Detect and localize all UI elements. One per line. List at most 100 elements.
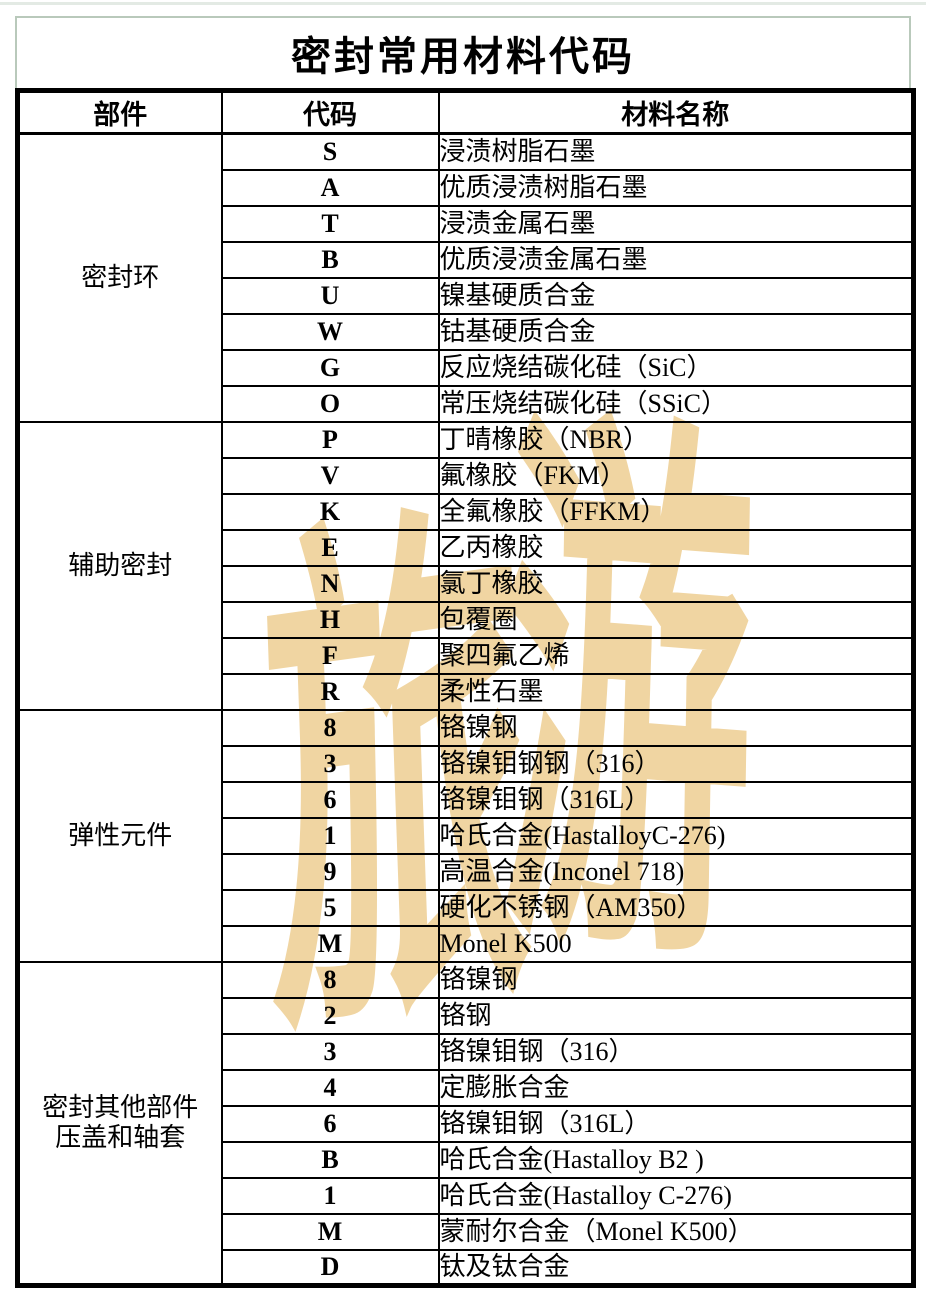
code-cell: S — [220, 132, 440, 171]
code-cell: 1 — [220, 1176, 440, 1215]
code-cell: B — [220, 1140, 440, 1179]
material-cell: 铬镍钼钢钢（316） — [437, 744, 915, 783]
code-cell: R — [220, 672, 440, 711]
table-row: M 蒙耐尔合金（Monel K500） — [18, 1212, 915, 1251]
material-code-table: 部件 代码 材料名称 密封环 S 浸渍树脂石墨 A 优质浸渍树脂石墨 T 浸渍金属石墨 B 优质… — [15, 88, 916, 1288]
material-cell: 硬化不锈钢（AM350） — [437, 888, 915, 927]
table-row: O 常压烧结碳化硅（SSiC） — [18, 384, 915, 423]
code-cell: B — [220, 240, 440, 279]
table-row: 辅助密封 P 丁晴橡胶（NBR） — [16, 420, 915, 711]
material-cell: 钴基硬质合金 — [437, 312, 915, 351]
material-cell: 氟橡胶（FKM） — [437, 456, 915, 495]
material-cell: 定膨胀合金 — [437, 1068, 915, 1107]
table-row: M Monel K500 — [18, 924, 915, 963]
material-cell: 铬镍钼钢（316L） — [437, 780, 915, 819]
material-cell: 钛及钛合金 — [437, 1248, 915, 1287]
table-row: 2 铬钢 — [18, 996, 915, 1035]
table-row: 4 定膨胀合金 — [18, 1068, 915, 1107]
table-row: R 柔性石墨 — [18, 672, 915, 711]
material-cell: 哈氏合金(Hastalloy B2 ) — [437, 1140, 915, 1179]
header-material: 材料名称 — [437, 89, 915, 135]
material-cell: Monel K500 — [437, 924, 915, 963]
material-cell: 铬钢 — [437, 996, 915, 1035]
material-cell: 聚四氟乙烯 — [437, 636, 915, 675]
table-row: W 钴基硬质合金 — [18, 312, 915, 351]
material-cell: 乙丙橡胶 — [437, 528, 915, 567]
material-cell: 铬镍钢 — [437, 708, 915, 747]
code-cell: A — [220, 168, 440, 207]
code-cell: D — [220, 1248, 440, 1287]
component-cell: 弹性元件 — [16, 708, 223, 963]
code-cell: N — [220, 564, 440, 603]
material-cell: 铬镍钢 — [437, 960, 915, 999]
code-cell: 1 — [220, 816, 440, 855]
code-cell: H — [220, 600, 440, 639]
code-cell: U — [220, 276, 440, 315]
table-row: 弹性元件 8 铬镍钢 — [16, 708, 915, 963]
code-cell: P — [220, 420, 440, 459]
material-cell: 反应烧结碳化硅（SiC） — [437, 348, 915, 387]
table-body: 密封环 S 浸渍树脂石墨 A 优质浸渍树脂石墨 T 浸渍金属石墨 B 优质浸渍金属石墨 U 镍基硬质… — [16, 132, 915, 1287]
table-row: B 哈氏合金(Hastalloy B2 ) — [18, 1140, 915, 1179]
table-row: T 浸渍金属石墨 — [18, 204, 915, 243]
material-cell: 优质浸渍树脂石墨 — [437, 168, 915, 207]
table-row: U 镍基硬质合金 — [18, 276, 915, 315]
material-cell: 优质浸渍金属石墨 — [437, 240, 915, 279]
header-code: 代码 — [220, 89, 440, 135]
material-cell: 镍基硬质合金 — [437, 276, 915, 315]
material-cell: 丁晴橡胶（NBR） — [437, 420, 915, 459]
table-row: 密封其他部件 压盖和轴套 8 铬镍钢 — [16, 960, 915, 1287]
table-row: 3 铬镍钼钢钢（316） — [18, 744, 915, 783]
code-cell: 9 — [220, 852, 440, 891]
code-cell: 3 — [220, 744, 440, 783]
material-cell: 铬镍钼钢（316L） — [437, 1104, 915, 1143]
material-cell: 高温合金(Inconel 718) — [437, 852, 915, 891]
table-row: 5 硬化不锈钢（AM350） — [18, 888, 915, 927]
code-cell: G — [220, 348, 440, 387]
code-cell: K — [220, 492, 440, 531]
code-cell: E — [220, 528, 440, 567]
code-cell: 6 — [220, 780, 440, 819]
material-cell: 浸渍金属石墨 — [437, 204, 915, 243]
code-cell: M — [220, 1212, 440, 1251]
code-cell: M — [220, 924, 440, 963]
page-top-strip — [0, 2, 926, 5]
material-cell: 常压烧结碳化硅（SSiC） — [437, 384, 915, 423]
page-title: 密封常用材料代码 — [291, 34, 635, 79]
material-cell: 全氟橡胶（FFKM） — [437, 492, 915, 531]
code-cell: 6 — [220, 1104, 440, 1143]
title-box: 密封常用材料代码 — [15, 16, 911, 88]
table-row: 6 铬镍钼钢（316L） — [18, 1104, 915, 1143]
code-cell: 2 — [220, 996, 440, 1035]
code-cell: 3 — [220, 1032, 440, 1071]
code-cell: 4 — [220, 1068, 440, 1107]
material-cell: 包覆圈 — [437, 600, 915, 639]
table-row: E 乙丙橡胶 — [18, 528, 915, 567]
header-row: 部件 代码 材料名称 — [16, 89, 915, 135]
table-row: A 优质浸渍树脂石墨 — [18, 168, 915, 207]
table-row: G 反应烧结碳化硅（SiC） — [18, 348, 915, 387]
table-row: N 氯丁橡胶 — [18, 564, 915, 603]
material-cell: 哈氏合金(Hastalloy C-276) — [437, 1176, 915, 1215]
code-cell: 8 — [220, 960, 440, 999]
code-cell: T — [220, 204, 440, 243]
table-row: 9 高温合金(Inconel 718) — [18, 852, 915, 891]
code-cell: O — [220, 384, 440, 423]
component-cell: 密封其他部件 压盖和轴套 — [16, 960, 223, 1287]
table-row: 1 哈氏合金(HastalloyC-276) — [18, 816, 915, 855]
material-cell: 柔性石墨 — [437, 672, 915, 711]
code-cell: W — [220, 312, 440, 351]
table-row: K 全氟橡胶（FFKM） — [18, 492, 915, 531]
material-cell: 蒙耐尔合金（Monel K500） — [437, 1212, 915, 1251]
header-component: 部件 — [16, 89, 223, 135]
material-cell: 浸渍树脂石墨 — [437, 132, 915, 171]
material-cell: 铬镍钼钢（316） — [437, 1032, 915, 1071]
code-cell: 8 — [220, 708, 440, 747]
table-row: 3 铬镍钼钢（316） — [18, 1032, 915, 1071]
table-row: 1 哈氏合金(Hastalloy C-276) — [18, 1176, 915, 1215]
table-row: V 氟橡胶（FKM） — [18, 456, 915, 495]
table-row: B 优质浸渍金属石墨 — [18, 240, 915, 279]
code-cell: V — [220, 456, 440, 495]
table-row: 6 铬镍钼钢（316L） — [18, 780, 915, 819]
table-row: D 钛及钛合金 — [18, 1248, 915, 1287]
